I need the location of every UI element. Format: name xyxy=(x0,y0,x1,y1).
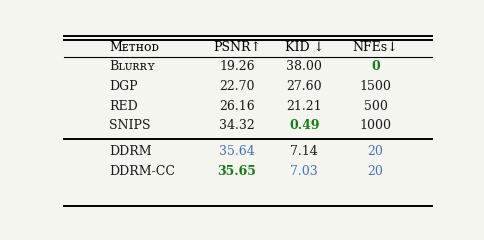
Text: 35.65: 35.65 xyxy=(217,165,256,178)
Text: 19.26: 19.26 xyxy=(219,60,255,73)
Text: 7.14: 7.14 xyxy=(290,145,318,158)
Text: 34.32: 34.32 xyxy=(219,119,255,132)
Text: 20: 20 xyxy=(368,165,383,178)
Text: DGP: DGP xyxy=(109,80,138,93)
Text: 27.60: 27.60 xyxy=(287,80,322,93)
Text: 1500: 1500 xyxy=(360,80,392,93)
Text: NFEs↓: NFEs↓ xyxy=(353,41,398,54)
Text: DDRM-CC: DDRM-CC xyxy=(109,165,175,178)
Text: 26.16: 26.16 xyxy=(219,100,255,113)
Text: 0: 0 xyxy=(371,60,380,73)
Text: SNIPS: SNIPS xyxy=(109,119,151,132)
Text: Bʟᴜʀʀʏ: Bʟᴜʀʀʏ xyxy=(109,60,155,73)
Text: 0.49: 0.49 xyxy=(289,119,319,132)
Text: 38.00: 38.00 xyxy=(287,60,322,73)
Text: 20: 20 xyxy=(368,145,383,158)
Text: 7.03: 7.03 xyxy=(290,165,318,178)
Text: 35.64: 35.64 xyxy=(219,145,255,158)
Text: DDRM: DDRM xyxy=(109,145,152,158)
Text: PSNR↑: PSNR↑ xyxy=(213,41,261,54)
Text: KID ↓: KID ↓ xyxy=(285,41,324,54)
Text: 21.21: 21.21 xyxy=(287,100,322,113)
Text: 500: 500 xyxy=(363,100,388,113)
Text: RED: RED xyxy=(109,100,138,113)
Text: Mᴇᴛʜᴏᴅ: Mᴇᴛʜᴏᴅ xyxy=(109,41,159,54)
Text: 22.70: 22.70 xyxy=(219,80,255,93)
Text: 1000: 1000 xyxy=(360,119,392,132)
